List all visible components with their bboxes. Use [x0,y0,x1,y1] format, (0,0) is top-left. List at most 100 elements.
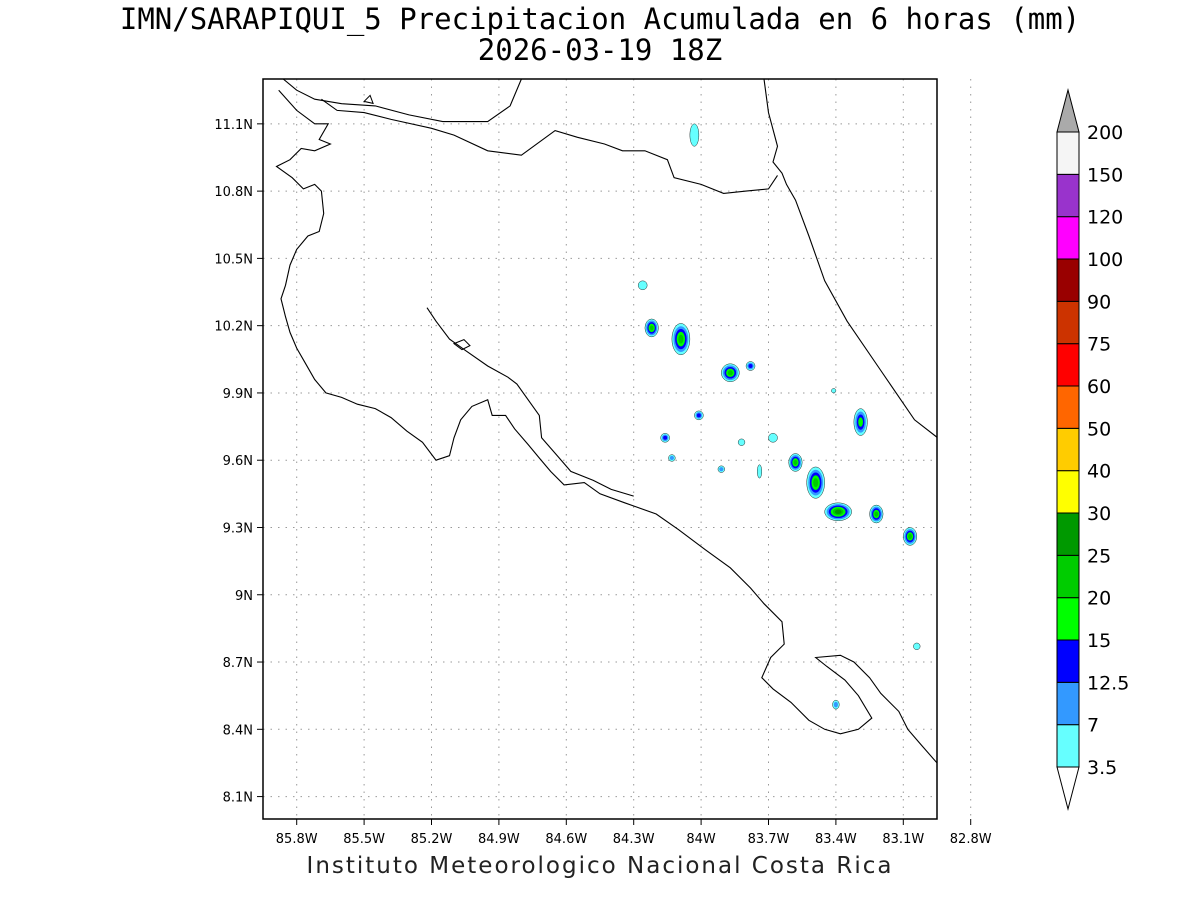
precip-cell [946,561,955,579]
lat-tick-label: 9.9N [223,387,253,402]
lat-tick-label: 9.6N [223,454,253,469]
precip-cell [1009,536,1027,563]
precip-cell [806,466,825,499]
precipitation-cells [637,75,1036,710]
precip-cell [788,453,803,472]
precip-cell [1018,622,1036,644]
precip-cell [853,408,868,436]
colorbar-band [1056,427,1080,472]
island [363,94,374,105]
colorbar-label: 90 [1087,291,1111,313]
precip-cell [824,502,852,521]
colorbar-label: 7 [1087,715,1099,737]
colorbar-label: 150 [1087,164,1123,186]
grid-lines [263,79,972,819]
chart-title: IMN/SARAPIQUI_5 Precipitacion Acumulada … [119,2,1081,36]
lat-tick-label: 9.3N [223,521,253,536]
lat-tick-label: 8.1N [223,791,253,806]
precip-cell [737,438,746,446]
colorbar-band [1056,639,1080,683]
lon-tick-label: 84.3W [613,832,655,847]
precip-cell [668,454,676,462]
lon-tick-label: 85.5W [343,832,385,847]
colorbar-band [1056,681,1080,726]
colorbar-band [1056,131,1080,175]
precip-cell [660,433,670,443]
lon-tick-label: 83.7W [748,832,790,847]
colorbar-under-arrow [1056,766,1080,811]
lon-tick-label: 84W [686,832,716,847]
colorbar-label: 15 [1087,630,1111,652]
colorbar-band [1056,512,1080,556]
lat-tick-label: 8.4N [223,723,253,738]
colorbar-label: 100 [1087,249,1123,271]
colorbar-label: 200 [1087,122,1123,144]
colorbar-legend: 3.5 7 12.5 15 20 25 30 40 50 60 75 90 100 120 150 200 [1056,88,1129,811]
precip-cell [644,318,659,338]
precip-cell [671,323,691,356]
colorbar-label: 50 [1087,418,1111,440]
precip-cell [757,464,762,479]
nicaragua-border [321,98,778,194]
lon-tick-label: 83.1W [882,832,924,847]
lat-tick-label: 10.5N [214,252,253,267]
precip-cell [1020,530,1029,548]
colorbar-label: 30 [1087,503,1111,525]
lon-tick-label: 83.4W [815,832,857,847]
precip-cell [913,642,921,650]
precip-cell [903,527,917,546]
colorbar-band [1056,470,1080,514]
precip-cell [1020,420,1029,447]
colorbar-band [1056,554,1080,599]
precip-cell [689,123,700,147]
panama-border [936,433,937,585]
lake-shoreline [282,79,522,123]
colorbar-band [1056,300,1080,345]
precip-cell [637,280,648,290]
precip-cell [832,699,840,710]
precip-cell [955,501,973,523]
lon-tick-label: 84.6W [545,832,587,847]
colorbar-label: 20 [1087,588,1111,610]
precip-cell [717,465,725,473]
colorbar-band [1056,343,1080,387]
map-frame [262,78,938,820]
lat-tick-label: 10.8N [214,185,253,200]
lat-tick-label: 9N [235,589,253,604]
colorbar-band [1056,216,1080,260]
precip-cell [831,388,837,394]
precip-cell [1017,575,1024,584]
precip-cell [694,410,704,421]
precip-cell [971,577,984,595]
coastlines [275,79,937,766]
colorbar-band [1056,173,1080,218]
lon-tick-label: 85.8W [276,832,318,847]
colorbar-over-arrow [1056,88,1080,133]
precip-cell [984,527,997,540]
colorbar-band [1056,258,1080,302]
chart-subtitle-date: 2026-03-19 18Z [477,33,723,67]
island [452,339,471,351]
lat-tick-label: 11.1N [214,118,253,133]
latitude-axis: 11.1N 10.8N 10.5N 10.2N 9.9N 9.6N 9.3N 9N 8.7N 8.… [214,118,263,806]
gulf-of-nicoya-coast [426,307,634,497]
colorbar-label: 75 [1087,334,1111,356]
lat-tick-label: 8.7N [223,656,253,671]
precip-cell [869,504,884,524]
footer-credit: Instituto Meteorologico Nacional Costa R… [306,853,894,879]
colorbar-band [1056,385,1080,429]
pacific-coastline [275,89,937,766]
colorbar-label: 25 [1087,545,1111,567]
colorbar-label: 12.5 [1087,672,1129,694]
precip-cell [721,363,740,382]
lon-tick-label: 85.2W [411,832,453,847]
longitude-axis: 85.8W 85.5W 85.2W 84.9W 84.6W 84.3W 84W 83.7W 83… [276,819,992,847]
colorbar-band [1056,724,1080,768]
colorbar-label: 120 [1087,207,1123,229]
colorbar-band [1056,597,1080,641]
lon-tick-label: 82.8W [950,832,992,847]
precip-cell [745,361,756,371]
precip-cell [1009,75,1022,84]
lat-tick-label: 10.2N [214,320,253,335]
